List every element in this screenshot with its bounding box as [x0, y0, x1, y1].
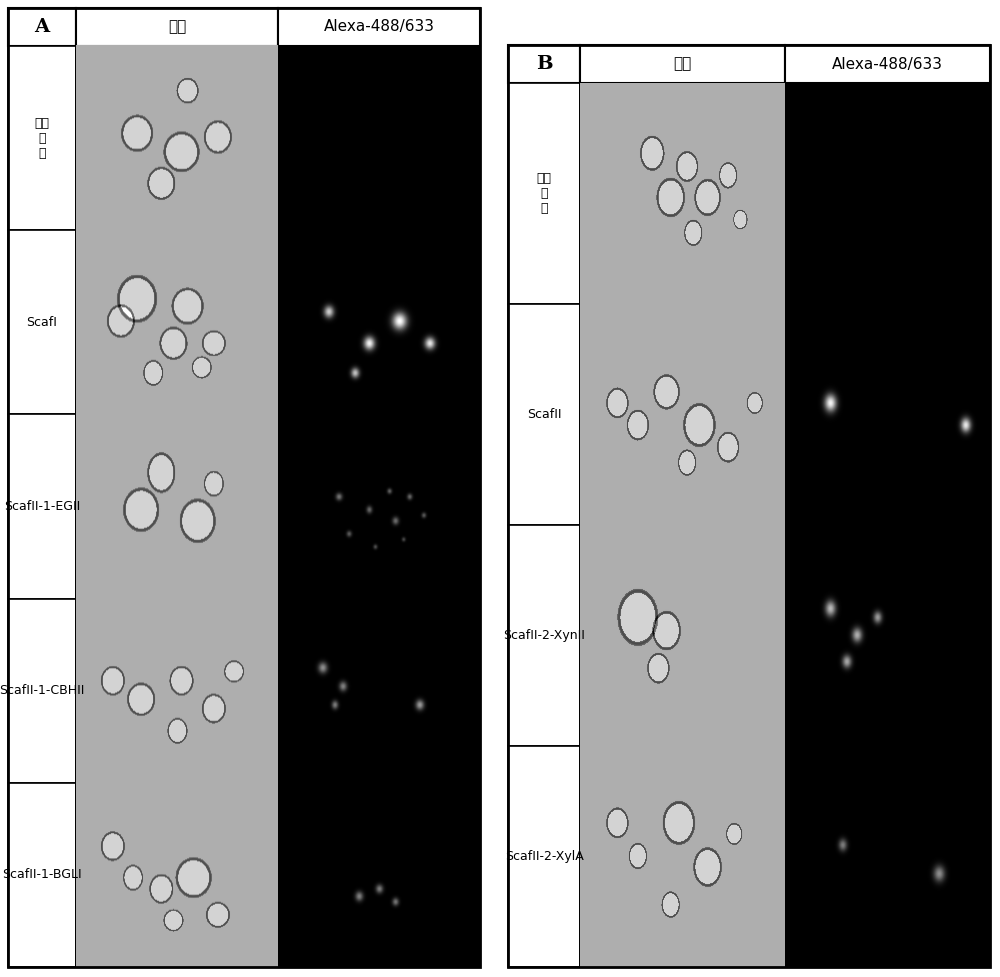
Bar	[785, 83, 990, 304]
Bar	[8, 231, 76, 414]
Bar	[76, 231, 278, 414]
Bar	[8, 46, 76, 231]
Bar	[785, 746, 990, 967]
Bar	[580, 304, 785, 525]
Bar	[76, 231, 278, 414]
Bar	[278, 414, 480, 599]
Bar	[278, 599, 480, 783]
Bar	[508, 525, 580, 746]
Text: ScafII-2-XylA: ScafII-2-XylA	[505, 850, 583, 863]
Bar	[508, 83, 580, 304]
Text: 明场: 明场	[673, 57, 692, 71]
Text: Alexa-488/633: Alexa-488/633	[324, 20, 434, 34]
Text: ScafII-1-CBHII: ScafII-1-CBHII	[0, 684, 85, 698]
Bar	[8, 783, 76, 967]
Bar	[76, 8, 278, 46]
Bar	[76, 599, 278, 783]
Bar	[76, 414, 278, 599]
Bar	[785, 83, 990, 304]
Text: Alexa-488/633: Alexa-488/633	[832, 57, 943, 71]
Text: ScafII-1-EGII: ScafII-1-EGII	[4, 500, 80, 513]
Bar	[785, 525, 990, 746]
Bar	[8, 8, 480, 967]
Bar	[278, 783, 480, 967]
Bar	[580, 83, 785, 304]
Bar	[278, 783, 480, 967]
Bar	[278, 231, 480, 414]
Bar	[278, 599, 480, 783]
Text: 阴性
对
照: 阴性 对 照	[536, 172, 552, 215]
Bar	[76, 46, 278, 231]
Bar	[580, 746, 785, 967]
Bar	[76, 46, 278, 231]
Bar	[580, 83, 785, 304]
Bar	[580, 746, 785, 967]
Bar	[8, 599, 76, 783]
Bar	[508, 304, 580, 525]
Bar	[785, 304, 990, 525]
Bar	[278, 8, 480, 46]
Bar	[580, 525, 785, 746]
Bar	[580, 45, 785, 83]
Bar	[76, 414, 278, 599]
Bar	[8, 414, 76, 599]
Bar	[580, 304, 785, 525]
Bar	[278, 46, 480, 231]
Bar	[278, 414, 480, 599]
Bar	[508, 746, 580, 967]
Bar	[76, 599, 278, 783]
Bar	[278, 46, 480, 231]
Text: 阴性
对
照: 阴性 对 照	[34, 116, 50, 159]
Text: 明场: 明场	[168, 20, 186, 34]
Text: ScafII: ScafII	[527, 408, 561, 421]
Text: B: B	[536, 55, 552, 73]
Bar	[278, 231, 480, 414]
Bar	[785, 304, 990, 525]
Bar	[508, 45, 990, 967]
Bar	[785, 45, 990, 83]
Bar	[76, 783, 278, 967]
Bar	[785, 525, 990, 746]
Bar	[76, 783, 278, 967]
Bar	[785, 746, 990, 967]
Text: ScafII-2-XynII: ScafII-2-XynII	[503, 629, 585, 642]
Text: A: A	[34, 18, 50, 36]
Text: ScafI: ScafI	[27, 316, 57, 329]
Bar	[580, 525, 785, 746]
Bar	[8, 8, 76, 46]
Bar	[508, 45, 580, 83]
Text: ScafII-1-BGLI: ScafII-1-BGLI	[2, 869, 82, 881]
